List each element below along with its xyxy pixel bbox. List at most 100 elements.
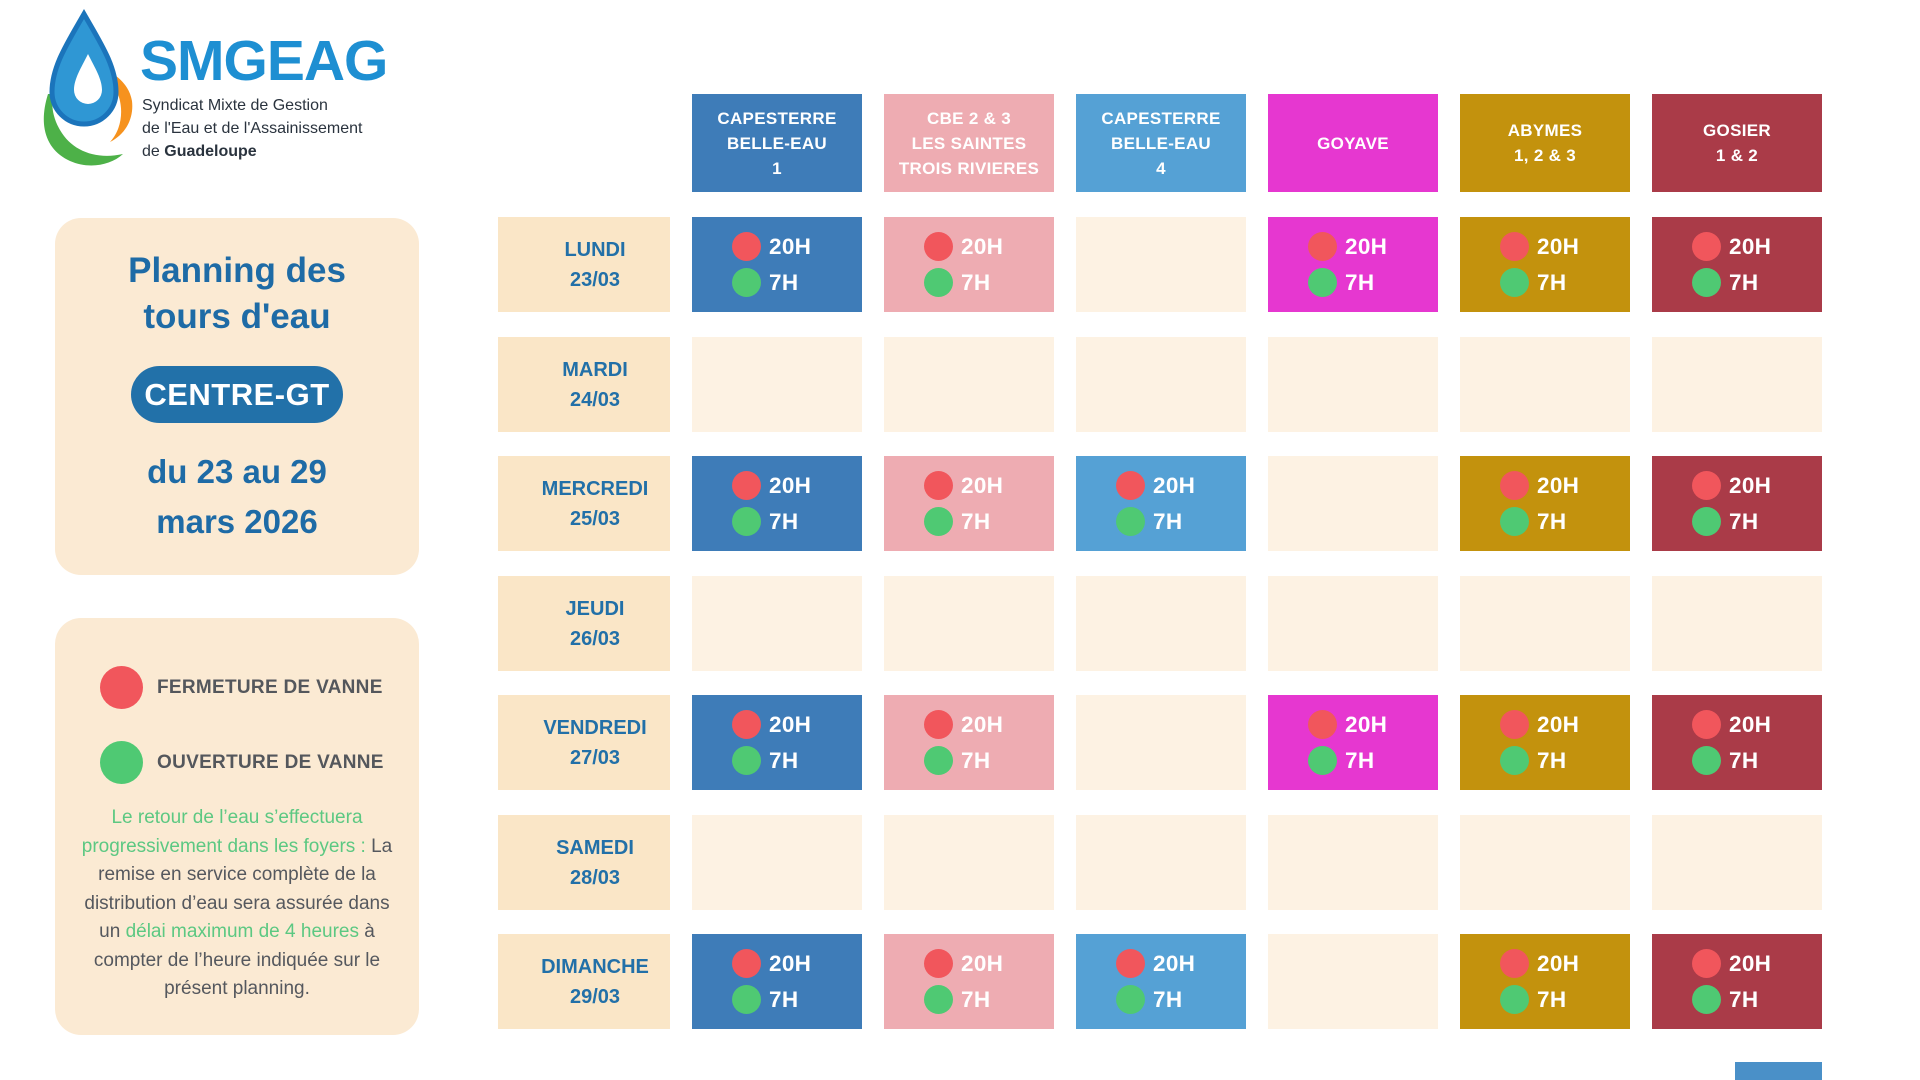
schedule-cell-vendredi-capesterre-belle-eau-4 <box>1076 695 1246 790</box>
brand-subtitle-line2: de l'Eau et de l'Assainissement <box>142 120 363 137</box>
valve-closure-time: 20H <box>1153 472 1196 498</box>
valve-opening: 7H <box>1692 746 1822 775</box>
valve-closure-dot-icon <box>1500 232 1529 261</box>
column-header-line: ABYMES <box>1507 121 1583 140</box>
valve-closure: 20H <box>1500 710 1630 739</box>
valve-opening: 7H <box>1500 507 1630 536</box>
valve-closure-time: 20H <box>1729 472 1772 498</box>
valve-opening-dot-icon <box>732 268 761 297</box>
schedule-cell-lundi-goyave: 20H 7H <box>1268 217 1438 312</box>
valve-opening-dot-icon <box>924 268 953 297</box>
schedule-cell-samedi-abymes-1-2-3 <box>1460 815 1630 910</box>
valve-closure-time: 20H <box>769 950 812 976</box>
valve-opening-dot-icon <box>924 985 953 1014</box>
valve-closure: 20H <box>1308 710 1438 739</box>
bottom-right-accent-bar <box>1735 1062 1822 1080</box>
column-header-cbe-2-3-les-saintes-trois-rivieres: CBE 2 & 3 LES SAINTES TROIS RIVIERES <box>884 94 1054 192</box>
valve-closure: 20H <box>1500 471 1630 500</box>
brand-subtitle: Syndicat Mixte de Gestion de l'Eau et de… <box>142 94 362 163</box>
valve-closure: 20H <box>1116 471 1246 500</box>
schedule-cell-mardi-gosier-1-2 <box>1652 337 1822 432</box>
valve-closure: 20H <box>1308 232 1438 261</box>
column-header-capesterre-belle-eau-4: CAPESTERRE BELLE-EAU 4 <box>1076 94 1246 192</box>
day-date: 25/03 <box>569 507 621 530</box>
column-header-line: CAPESTERRE <box>1101 108 1221 128</box>
logo-drop-highlight <box>74 54 102 104</box>
legend-item-label: FERMETURE DE VANNE <box>157 676 383 698</box>
day-cell-mercredi: MERCREDI 25/03 <box>498 456 670 551</box>
column-header-abymes-1-2-3: ABYMES 1, 2 & 3 <box>1460 94 1630 192</box>
valve-opening: 7H <box>924 746 1054 775</box>
valve-closure-dot-icon <box>1308 232 1337 261</box>
legend-note-segment-3: à compter de l’heure indiquée sur le pré… <box>93 921 381 999</box>
schedule-cell-jeudi-gosier-1-2 <box>1652 576 1822 671</box>
day-name: LUNDI <box>564 238 626 261</box>
schedule-cell-dimanche-cbe-2-3-les-saintes-trois-rivieres: 20H 7H <box>884 934 1054 1029</box>
valve-closure: 20H <box>924 232 1054 261</box>
column-header-line: 1 <box>772 158 782 178</box>
valve-closure-time: 20H <box>1345 711 1388 737</box>
valve-closure-time: 20H <box>1537 950 1580 976</box>
valve-opening: 7H <box>1692 268 1822 297</box>
schedule-cell-mercredi-cbe-2-3-les-saintes-trois-rivieres: 20H 7H <box>884 456 1054 551</box>
legend-note-segment-1: La remise en service complète de la dist… <box>84 835 393 943</box>
column-header-line: 1, 2 & 3 <box>1514 146 1576 165</box>
day-name: MARDI <box>562 358 628 381</box>
schedule-cell-mardi-cbe-2-3-les-saintes-trois-rivieres <box>884 337 1054 432</box>
valve-closure-time: 20H <box>961 711 1004 737</box>
valve-closure-time: 20H <box>1537 233 1580 259</box>
legend-item-label: OUVERTURE DE VANNE <box>157 751 384 773</box>
valve-closure-time: 20H <box>1537 711 1580 737</box>
schedule-cell-jeudi-capesterre-belle-eau-1 <box>692 576 862 671</box>
day-cell-dimanche: DIMANCHE 29/03 <box>498 934 670 1029</box>
valve-opening: 7H <box>1500 268 1630 297</box>
valve-opening: 7H <box>1308 268 1438 297</box>
valve-closure-time: 20H <box>961 950 1004 976</box>
valve-opening: 7H <box>1116 985 1246 1014</box>
valve-closure-dot-icon <box>1116 471 1145 500</box>
valve-closure-time: 20H <box>961 472 1004 498</box>
logo-leaf-green <box>43 94 123 166</box>
schedule-cell-samedi-capesterre-belle-eau-4 <box>1076 815 1246 910</box>
valve-opening: 7H <box>1692 507 1822 536</box>
valve-opening-time: 7H <box>1729 986 1759 1012</box>
schedule-cell-samedi-goyave <box>1268 815 1438 910</box>
valve-opening: 7H <box>1500 746 1630 775</box>
schedule-cell-samedi-cbe-2-3-les-saintes-trois-rivieres <box>884 815 1054 910</box>
valve-closure-dot-icon <box>924 949 953 978</box>
legend-note-segment-0: Le retour de l’eau s’effectuera progress… <box>81 807 366 857</box>
valve-opening-dot-icon <box>1500 746 1529 775</box>
valve-opening-dot-icon <box>924 746 953 775</box>
brand-subtitle-line1: Syndicat Mixte de Gestion <box>142 97 328 114</box>
schedule-cell-dimanche-capesterre-belle-eau-4: 20H 7H <box>1076 934 1246 1029</box>
legend-items: FERMETURE DE VANNE OUVERTURE DE VANNE <box>55 666 419 784</box>
valve-closure: 20H <box>924 471 1054 500</box>
intro-panel: Planning des tours d'eau CENTRE-GT du 23… <box>55 218 419 575</box>
valve-opening-dot-icon <box>1500 507 1529 536</box>
valve-closure: 20H <box>732 471 862 500</box>
valve-opening-dot-icon <box>732 985 761 1014</box>
day-date: 26/03 <box>569 627 621 650</box>
column-header-line: BELLE-EAU <box>727 133 827 153</box>
valve-opening-time: 7H <box>961 986 991 1012</box>
schedule-cell-mercredi-capesterre-belle-eau-1: 20H 7H <box>692 456 862 551</box>
valve-closure-dot-icon <box>924 232 953 261</box>
schedule-cell-mardi-goyave <box>1268 337 1438 432</box>
valve-closure-time: 20H <box>1153 950 1196 976</box>
valve-opening-dot-icon <box>1692 746 1721 775</box>
valve-closure-time: 20H <box>1537 472 1580 498</box>
day-date: 27/03 <box>569 746 621 769</box>
day-date: 29/03 <box>569 985 621 1008</box>
legend-note-segment-2: délai maximum de 4 heures <box>125 921 359 942</box>
valve-opening: 7H <box>924 985 1054 1014</box>
schedule-cell-mercredi-abymes-1-2-3: 20H 7H <box>1460 456 1630 551</box>
ouverture-dot-icon <box>100 741 143 784</box>
valve-closure-dot-icon <box>732 232 761 261</box>
legend-panel: FERMETURE DE VANNE OUVERTURE DE VANNE Le … <box>55 618 419 1035</box>
column-header-line: 4 <box>1156 158 1166 178</box>
valve-opening-time: 7H <box>961 269 991 295</box>
schedule-cell-lundi-cbe-2-3-les-saintes-trois-rivieres: 20H 7H <box>884 217 1054 312</box>
valve-opening: 7H <box>732 507 862 536</box>
valve-opening-dot-icon <box>1500 985 1529 1014</box>
day-date: 28/03 <box>569 866 621 889</box>
